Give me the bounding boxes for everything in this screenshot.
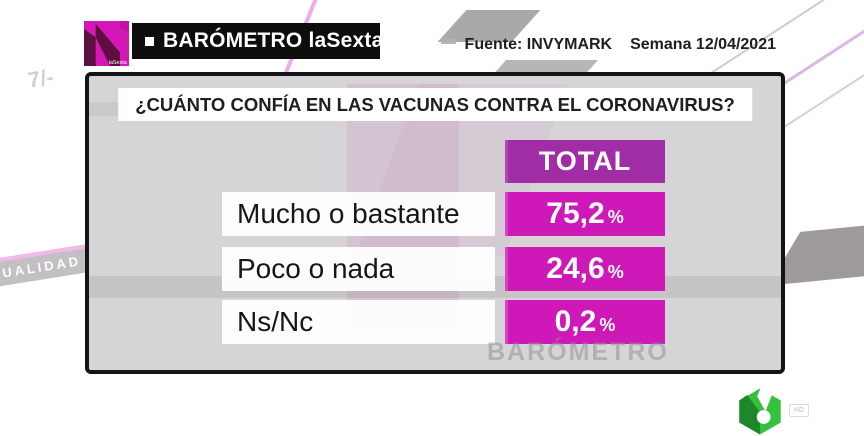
table-row-label: Ns/Nc: [222, 300, 495, 344]
percent-sign: %: [607, 207, 624, 227]
program-title: BARÓMETRO laSexta: [163, 29, 384, 52]
value-number: 24,6: [546, 252, 605, 285]
table-row-value: 24,6 %: [505, 247, 665, 291]
column-header-total: TOTAL: [505, 140, 665, 183]
source-line: Fuente: INVYMARK Semana 12/04/2021: [465, 36, 776, 54]
noticias-logo-caption: laSexta: [109, 60, 127, 66]
table-row-value: 75,2 %: [505, 192, 665, 236]
value-number: 0,2: [554, 305, 597, 338]
value-number: 75,2: [546, 197, 605, 230]
hd-badge: HD: [789, 404, 809, 417]
background-dash: [441, 39, 456, 44]
table-row-label: Poco o nada: [222, 247, 495, 291]
question-title: ¿CUÁNTO CONFÍA EN LAS VACUNAS CONTRA EL …: [118, 88, 752, 121]
source-agency: Fuente: INVYMARK: [464, 36, 613, 53]
table-row-label: Mucho o bastante: [222, 192, 495, 236]
lasexta-6-logo-icon: [739, 388, 781, 435]
table-row-value: 0,2 %: [505, 300, 665, 344]
percent-sign: %: [599, 315, 616, 335]
barometro-watermark: BARÓMETRO: [487, 338, 669, 366]
results-panel: ¿CUÁNTO CONFÍA EN LAS VACUNAS CONTRA EL …: [85, 72, 785, 374]
percent-sign: %: [607, 262, 624, 282]
background-corner-mark: 7/-: [26, 64, 56, 93]
source-week: Semana 12/04/2021: [630, 36, 776, 53]
bullet-icon: [145, 36, 154, 46]
lasexta-noticias-logo-icon: laSexta: [84, 21, 129, 66]
program-title-bar: BARÓMETRO laSexta: [132, 23, 384, 59]
